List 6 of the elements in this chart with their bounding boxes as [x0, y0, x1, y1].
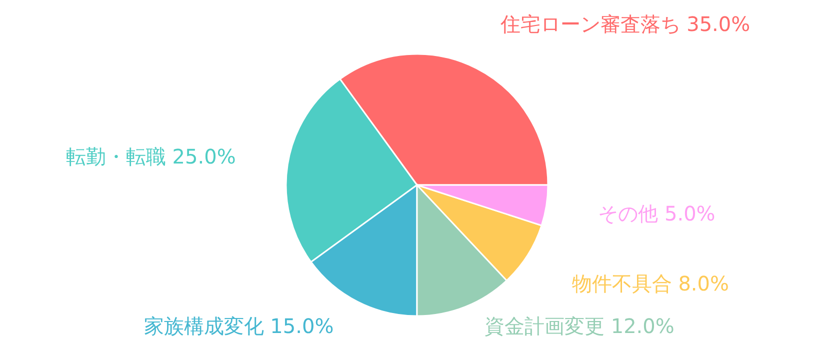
slice-label: 住宅ローン審査落ち 35.0%: [499, 12, 750, 36]
slice-label: 転勤・転職 25.0%: [66, 144, 236, 168]
slice-label: 資金計画変更 12.0%: [484, 314, 674, 338]
slice-label: 家族構成変化 15.0%: [144, 314, 334, 338]
slice-label: 物件不具合 8.0%: [572, 271, 730, 296]
slice-label: その他 5.0%: [598, 202, 716, 226]
